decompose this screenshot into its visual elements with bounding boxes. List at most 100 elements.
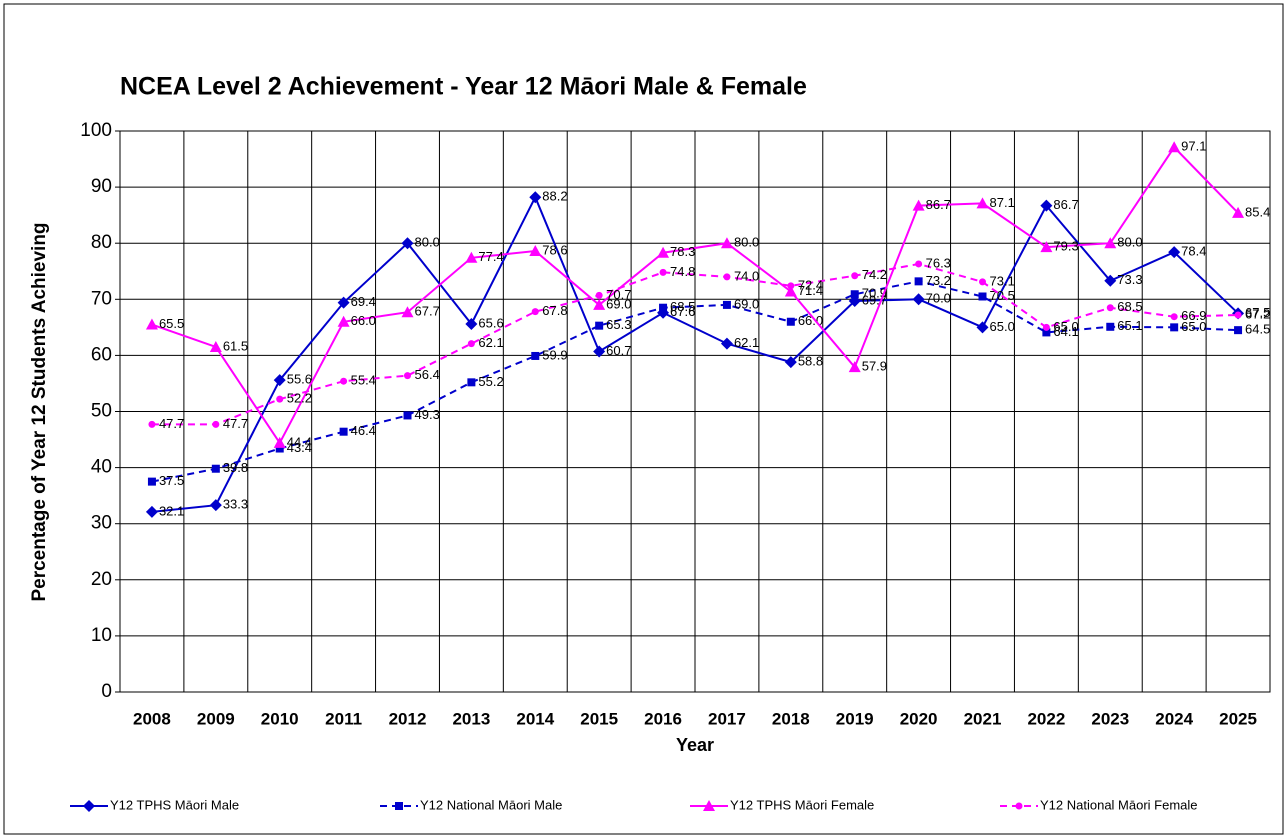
legend-label: Y12 TPHS Māori Male: [110, 797, 239, 812]
value-label: 55.6: [287, 372, 312, 387]
value-label: 47.7: [223, 416, 248, 431]
value-label: 65.0: [1181, 319, 1206, 334]
value-label: 65.0: [990, 319, 1015, 334]
value-label: 80.0: [734, 235, 759, 250]
marker: [209, 499, 222, 512]
value-label: 62.1: [478, 335, 503, 350]
value-label: 73.2: [926, 273, 951, 288]
x-tick-label: 2014: [516, 709, 554, 728]
x-tick-label: 2010: [261, 709, 299, 728]
marker: [914, 277, 923, 286]
x-axis-label: Year: [676, 735, 714, 755]
marker: [720, 237, 733, 249]
value-label: 78.6: [542, 242, 567, 257]
legend-label: Y12 TPHS Māori Female: [730, 797, 874, 812]
marker: [209, 340, 222, 352]
marker: [1170, 323, 1179, 332]
y-tick-label: 30: [91, 513, 112, 534]
value-label: 60.7: [606, 343, 631, 358]
y-tick-label: 20: [91, 569, 112, 590]
y-tick-label: 80: [91, 232, 112, 253]
value-label: 70.7: [606, 287, 631, 302]
marker: [659, 268, 667, 276]
series-line: [151, 262, 1239, 426]
marker: [1234, 311, 1242, 319]
value-label: 80.0: [1117, 235, 1142, 250]
marker: [337, 296, 350, 309]
value-label: 65.1: [1117, 318, 1142, 333]
marker: [979, 278, 986, 286]
marker: [593, 298, 606, 310]
x-tick-label: 2018: [772, 709, 810, 728]
marker: [1168, 246, 1181, 259]
marker: [276, 395, 284, 403]
marker: [1168, 141, 1181, 153]
marker: [912, 293, 925, 306]
marker: [273, 436, 286, 448]
marker: [275, 444, 284, 453]
marker: [976, 197, 989, 209]
marker: [978, 292, 987, 301]
x-tick-label: 2013: [452, 709, 490, 728]
value-label: 64.1: [1053, 324, 1078, 339]
x-tick-label: 2015: [580, 709, 618, 728]
marker: [1106, 304, 1114, 312]
marker: [915, 260, 923, 268]
marker: [659, 303, 668, 312]
marker: [531, 351, 540, 360]
x-tick-label: 2023: [1091, 709, 1129, 728]
marker: [703, 800, 715, 811]
marker: [784, 285, 797, 297]
marker: [595, 321, 604, 330]
x-tick-label: 2009: [197, 709, 235, 728]
value-label: 56.4: [415, 367, 440, 382]
marker: [401, 306, 414, 318]
value-label: 66.0: [798, 313, 823, 328]
marker: [720, 337, 733, 350]
marker: [403, 411, 412, 420]
marker: [465, 317, 478, 330]
marker: [912, 199, 925, 211]
marker: [595, 291, 603, 299]
value-label: 67.5: [1245, 305, 1270, 320]
marker: [657, 246, 670, 258]
y-tick-label: 0: [101, 681, 112, 702]
value-label: 61.5: [223, 338, 248, 353]
value-label: 67.8: [542, 303, 567, 318]
marker: [850, 290, 859, 299]
value-label: 85.4: [1245, 204, 1270, 219]
value-label: 74.8: [670, 264, 695, 279]
marker: [723, 273, 731, 281]
series-line: [151, 194, 1239, 513]
marker: [529, 191, 542, 204]
chart-title: NCEA Level 2 Achievement - Year 12 Māori…: [120, 73, 807, 101]
x-tick-label: 2017: [708, 709, 746, 728]
legend-item: Y12 National Māori Male: [380, 797, 562, 812]
marker: [1042, 328, 1051, 337]
marker: [395, 802, 403, 810]
x-tick-label: 2022: [1027, 709, 1065, 728]
marker: [848, 361, 861, 373]
value-label: 67.7: [415, 304, 440, 319]
value-label: 86.7: [926, 197, 951, 212]
marker: [1042, 323, 1050, 331]
value-label: 73.3: [1117, 272, 1142, 287]
marker: [147, 477, 156, 486]
value-label: 33.3: [223, 497, 248, 512]
marker: [465, 251, 478, 263]
marker: [145, 505, 158, 518]
y-tick-label: 40: [91, 457, 112, 478]
value-label: 47.7: [159, 416, 184, 431]
marker: [784, 356, 797, 369]
x-tick-label: 2016: [644, 709, 682, 728]
value-label: 78.3: [670, 244, 695, 259]
marker: [1106, 322, 1115, 331]
y-tick-label: 60: [91, 344, 112, 365]
legend-item: Y12 TPHS Māori Female: [690, 797, 874, 812]
value-label: 55.2: [478, 374, 503, 389]
value-label: 88.2: [542, 189, 567, 204]
value-label: 46.4: [351, 423, 376, 438]
value-label: 69.0: [606, 296, 631, 311]
x-tick-label: 2019: [836, 709, 874, 728]
